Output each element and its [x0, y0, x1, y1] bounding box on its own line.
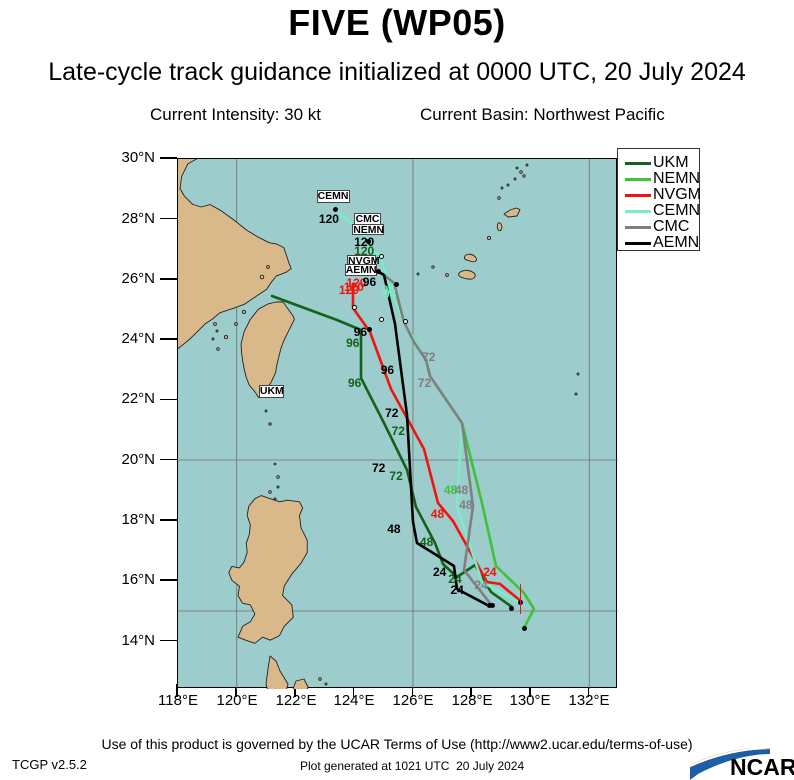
svg-text:NCAR: NCAR [730, 754, 794, 780]
